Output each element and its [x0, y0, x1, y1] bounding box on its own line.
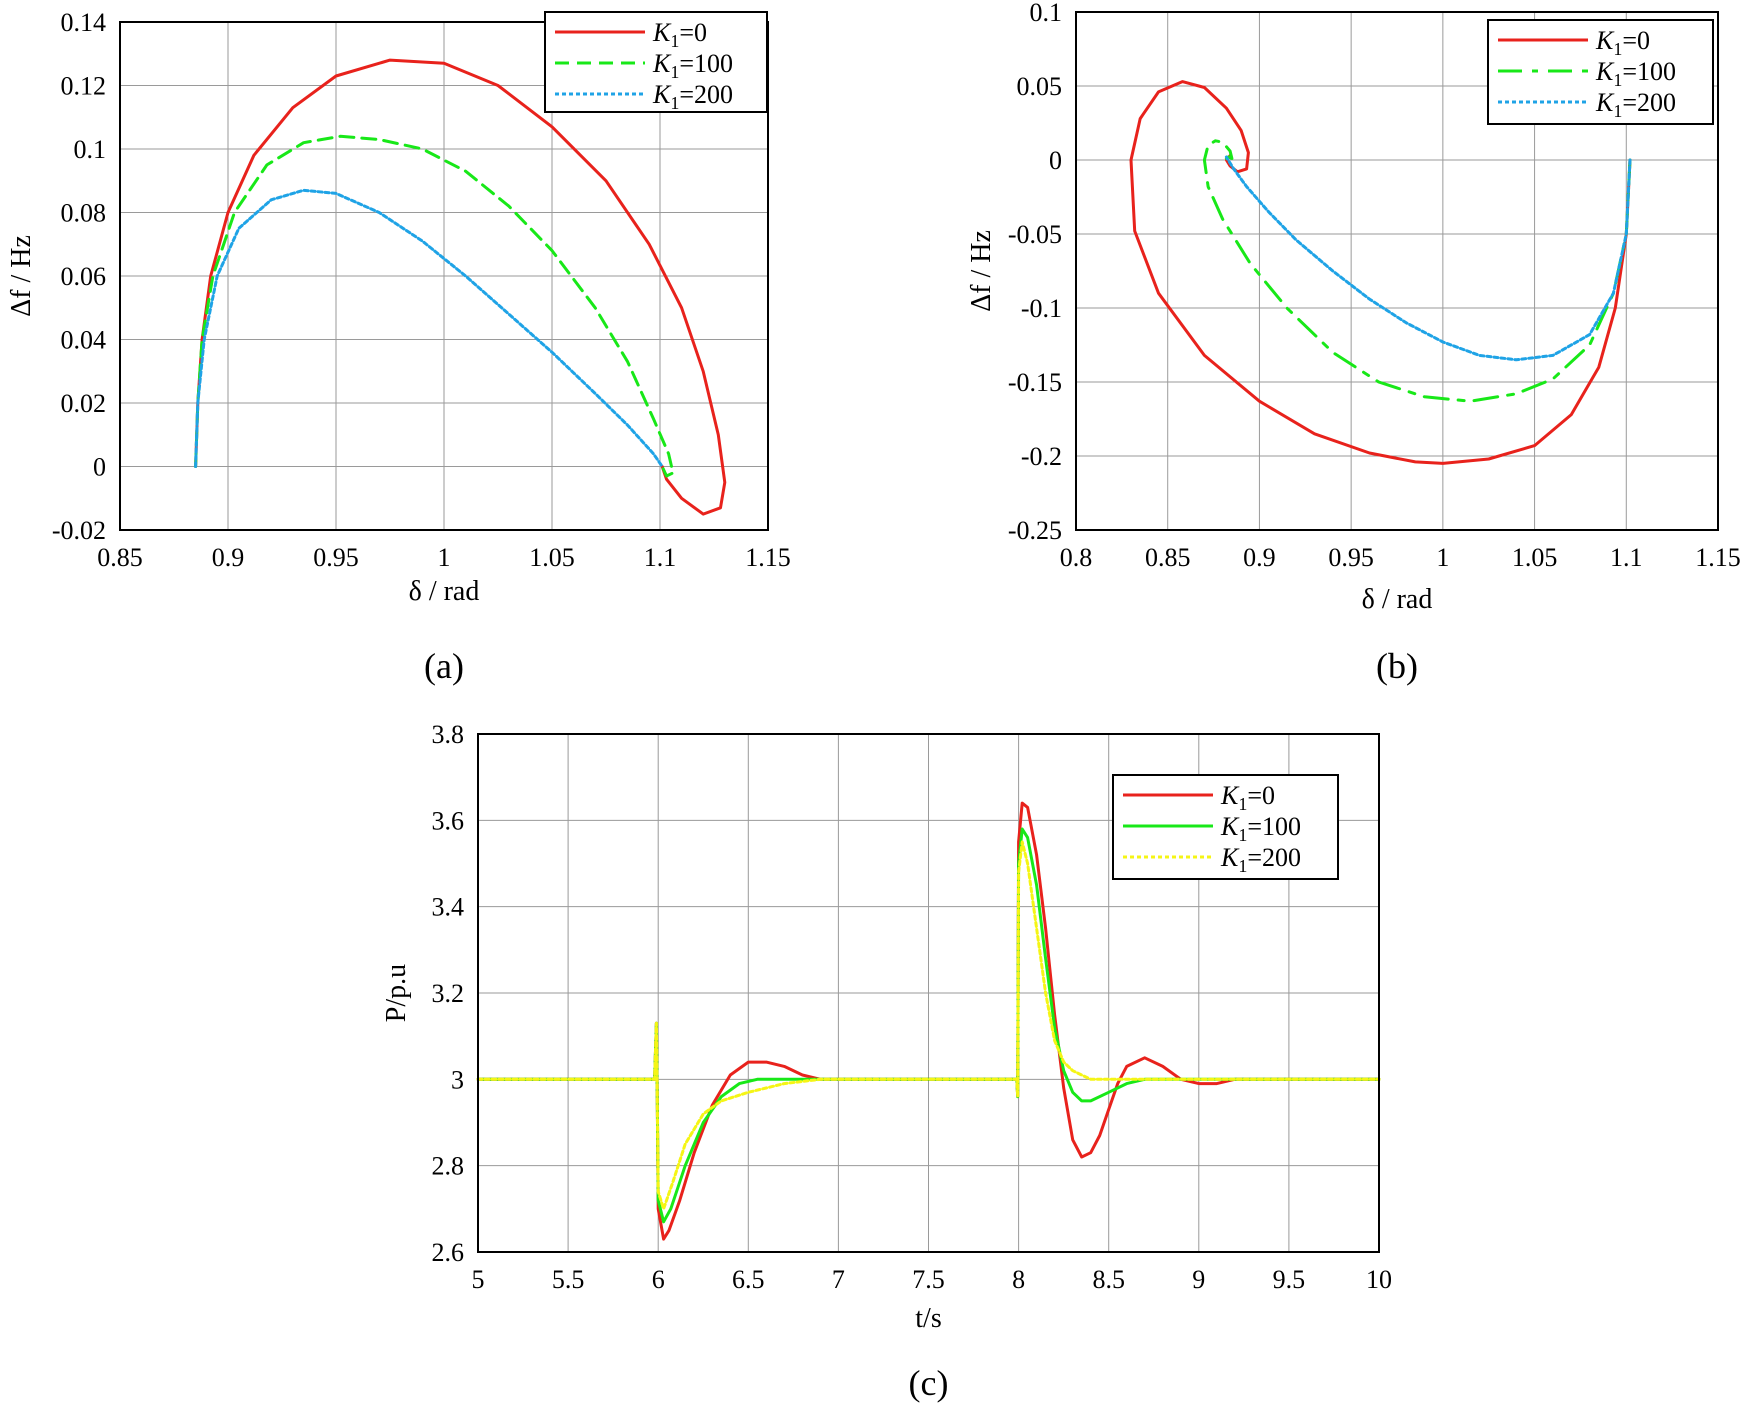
panel-caption: (c)	[909, 1363, 949, 1403]
x-tick-label: 1.15	[745, 543, 791, 572]
y-axis-label: Δf / Hz	[966, 230, 997, 312]
x-axis-label: t/s	[915, 1303, 941, 1334]
x-tick-label: 9.5	[1273, 1265, 1306, 1294]
y-tick-label: -0.2	[1021, 442, 1062, 471]
plot-frame	[477, 733, 1380, 1253]
series-line-k1-200	[1224, 155, 1632, 362]
legend-label: K1=100	[1220, 812, 1301, 845]
y-tick-label: -0.02	[52, 516, 106, 545]
legend-label: K1=200	[1595, 88, 1676, 121]
series-line-k1-200	[476, 840, 1381, 1211]
y-tick-label: -0.25	[1008, 516, 1062, 545]
chart-panel-a: 0.85 0.9 0.95 1 1.05 1.1 1.15 -0.02 0 0.02 0.04 0.0…	[6, 8, 791, 686]
x-tick-label: 0.9	[212, 543, 245, 572]
y-tick-label: 2.8	[432, 1152, 465, 1181]
legend-label: K1=200	[1220, 843, 1301, 876]
x-tick-label: 7.5	[912, 1265, 945, 1294]
plot-frame	[119, 21, 769, 531]
x-tick-label: 1.1	[644, 543, 677, 572]
plot-frame	[1075, 11, 1719, 531]
x-tick-label: 8.5	[1092, 1265, 1125, 1294]
y-tick-label: 3.4	[432, 893, 465, 922]
y-tick-label: 0.02	[61, 389, 107, 418]
chart-panel-b: 0.8 0.85 0.9 0.95 1 1.05 1.1 1.15 -0.25 -0.2 -0.15…	[966, 0, 1741, 686]
series-line-k1-0	[194, 58, 727, 516]
x-tick-label: 5	[472, 1265, 485, 1294]
legend-label: K1=200	[652, 80, 733, 113]
y-tick-label: 0.06	[61, 262, 107, 291]
series-line-k1-100	[1202, 139, 1632, 403]
x-axis-label: δ / rad	[1362, 584, 1433, 615]
y-tick-label: 3.2	[432, 979, 465, 1008]
series-line-k1-100	[194, 134, 675, 478]
y-axis-label: P/p.u	[381, 964, 412, 1022]
legend-label: K1=0	[1220, 781, 1275, 814]
y-tick-label: 0	[1049, 146, 1062, 175]
x-tick-label: 1.05	[1512, 543, 1558, 572]
x-tick-label: 1.15	[1695, 543, 1741, 572]
series-line-k1-200	[194, 188, 664, 468]
y-tick-label: 0.1	[74, 135, 107, 164]
panel-caption: (a)	[424, 646, 464, 686]
y-tick-label: 0.12	[61, 72, 107, 101]
x-tick-label: 6.5	[732, 1265, 765, 1294]
x-tick-label: 0.95	[313, 543, 359, 572]
x-tick-label: 0.85	[1145, 543, 1191, 572]
y-tick-label: -0.1	[1021, 294, 1062, 323]
x-tick-label: 0.8	[1060, 543, 1093, 572]
x-tick-label: 10	[1366, 1265, 1392, 1294]
series-line-k1-0	[476, 801, 1381, 1241]
y-tick-label: -0.05	[1008, 220, 1062, 249]
x-tick-label: 0.95	[1328, 543, 1374, 572]
chart-panel-c: 5 5.5 6 6.5 7 7.5 8 8.5 9 9.5 10 2.6 2.8 3 3.2 3.4 3.6 3.…	[381, 720, 1392, 1403]
legend-box	[1487, 19, 1714, 125]
legend-label: K1=100	[1595, 57, 1676, 90]
x-tick-label: 7	[832, 1265, 845, 1294]
legend-label: K1=0	[652, 18, 707, 51]
y-tick-label: 3	[451, 1065, 464, 1094]
legend-label: K1=100	[652, 49, 733, 82]
x-axis-label: δ / rad	[409, 576, 480, 607]
x-tick-label: 1.05	[529, 543, 575, 572]
series-line-k1-0	[1129, 80, 1632, 465]
x-tick-label: 5.5	[552, 1265, 585, 1294]
x-tick-label: 0.85	[97, 543, 143, 572]
y-tick-label: 0.08	[61, 199, 107, 228]
x-tick-label: 1	[438, 543, 451, 572]
y-tick-label: -0.15	[1008, 368, 1062, 397]
x-tick-label: 9	[1192, 1265, 1205, 1294]
y-tick-label: 0.04	[61, 326, 107, 355]
y-tick-label: 0.1	[1030, 0, 1063, 27]
y-tick-label: 0	[93, 453, 106, 482]
x-tick-label: 8	[1012, 1265, 1025, 1294]
y-axis-label: Δf / Hz	[6, 235, 37, 317]
y-tick-label: 2.6	[432, 1238, 465, 1267]
legend-label: K1=0	[1595, 26, 1650, 59]
y-tick-label: 3.6	[432, 806, 465, 835]
y-tick-label: 0.05	[1017, 72, 1063, 101]
y-tick-label: 0.14	[61, 8, 107, 37]
x-tick-label: 6	[652, 1265, 665, 1294]
x-tick-label: 0.9	[1243, 543, 1276, 572]
x-tick-label: 1	[1436, 543, 1449, 572]
panel-caption: (b)	[1376, 646, 1418, 686]
y-tick-label: 3.8	[432, 720, 465, 749]
x-tick-label: 1.1	[1610, 543, 1643, 572]
